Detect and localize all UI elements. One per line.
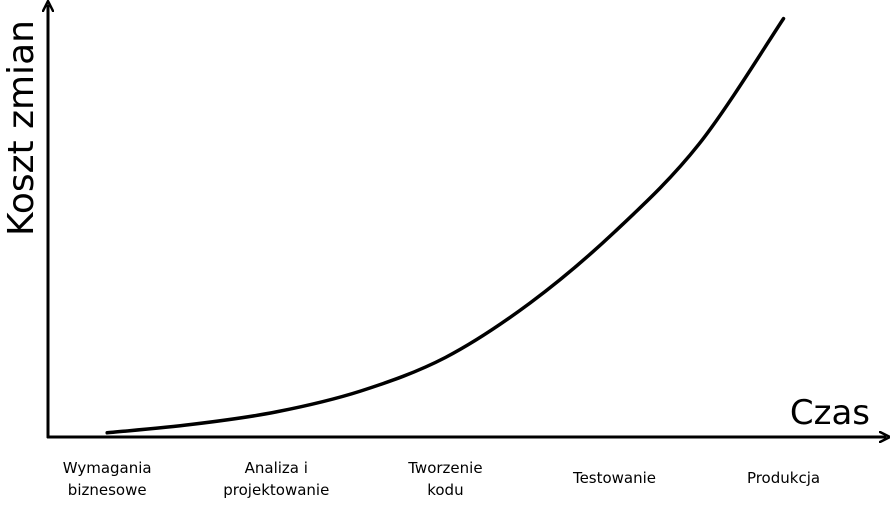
x-tick-label-line: projektowanie (223, 481, 329, 499)
x-tick-label: Testowanie (572, 469, 656, 487)
x-tick-label: Tworzenie kodu (407, 459, 482, 499)
x-tick-label: Produkcja (747, 469, 820, 487)
x-tick-label-line: Wymagania (63, 459, 152, 477)
x-tick-label: Analiza i projektowanie (223, 459, 329, 499)
x-tick-label-line: Tworzenie (407, 459, 482, 477)
cost-curve (105, 16, 786, 435)
x-tick-label-line: Analiza i (245, 459, 308, 477)
x-tick-label-line: Produkcja (747, 469, 820, 487)
x-tick-label: Wymagania biznesowe (63, 459, 152, 499)
x-tick-label-line: biznesowe (68, 481, 147, 499)
y-axis-label: Koszt zmian (1, 20, 42, 236)
x-tick-labels: Wymagania biznesowe Analiza i projektowanie… (63, 459, 820, 499)
x-axis-label: Czas (790, 393, 870, 433)
x-tick-label-line: kodu (427, 481, 463, 499)
x-tick-label-line: Testowanie (572, 469, 656, 487)
